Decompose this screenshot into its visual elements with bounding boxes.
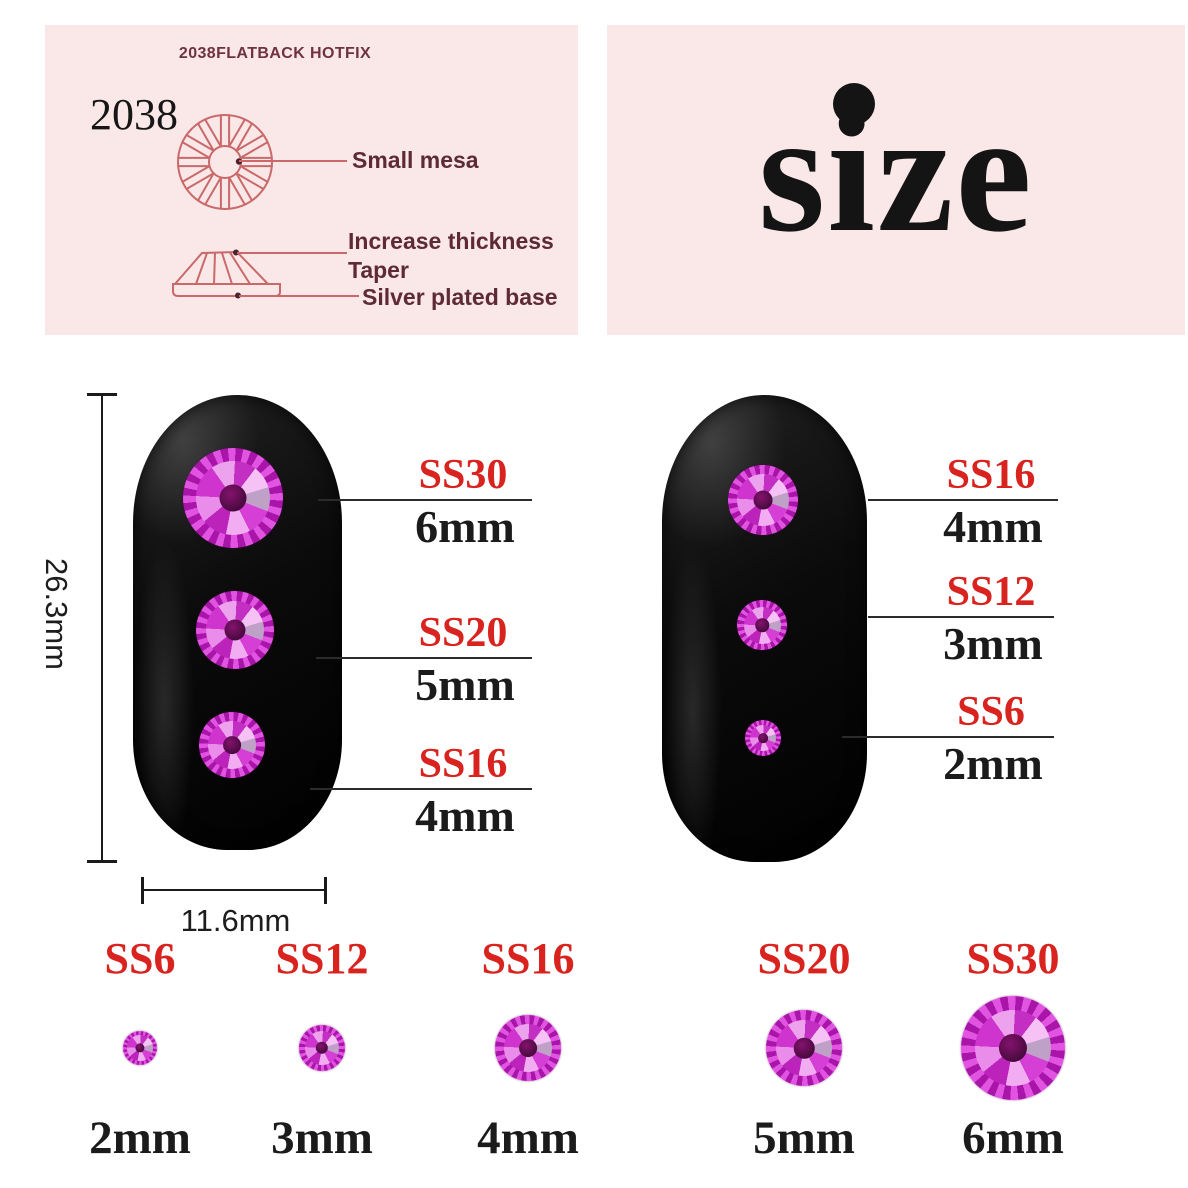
callout-ss-label: SS30 [418, 452, 508, 498]
callout-line-left-ss20 [316, 657, 532, 659]
model-number: 2038 [90, 90, 178, 139]
callout-mm-label: 4mm [943, 501, 1043, 552]
size-row-ss-label: SS16 [481, 934, 575, 983]
callout-ss-label: SS12 [946, 569, 1036, 615]
size-row-item-ss30: SS30 6mm [933, 935, 1093, 1163]
width-measure-cap-left [141, 877, 144, 904]
taper-label: Taper [348, 257, 409, 283]
rhinestone-ss20 [766, 1010, 842, 1086]
size-row-ss-label: SS20 [757, 934, 851, 983]
size-row-mm-label: 6mm [962, 1112, 1064, 1164]
size-row-mm-label: 5mm [753, 1112, 855, 1164]
stone-ss16-left-nail [199, 712, 265, 778]
size-title-panel: size [607, 25, 1185, 335]
size-row-item-ss12: SS12 3mm [242, 934, 402, 1164]
callout-line-right-ss12 [868, 616, 1054, 618]
width-measure-cap-right [324, 877, 327, 904]
width-measure-line [142, 889, 326, 891]
increase-thickness-label: Increase thickness [348, 228, 554, 254]
size-row-item-ss20: SS20 5mm [724, 934, 884, 1164]
callout-line-left-ss30 [318, 499, 532, 501]
rhinestone-ss30 [961, 996, 1065, 1100]
callout-mm-label: 4mm [415, 790, 515, 841]
callout-mm-label: 2mm [943, 738, 1043, 789]
size-row-ss-label: SS6 [104, 934, 176, 983]
stone-ss30-left-nail [183, 448, 283, 548]
size-row-mm-label: 3mm [271, 1112, 373, 1164]
base-leader-line [239, 295, 359, 297]
size-row-mm-label: 2mm [89, 1112, 191, 1164]
size-heading: size [758, 83, 1033, 273]
length-measure-line [101, 394, 103, 862]
length-measure-cap-bottom [87, 860, 117, 863]
silver-base-label: Silver plated base [362, 284, 558, 310]
stone-ss12-right-nail [737, 600, 787, 650]
rhinestone-ss12 [299, 1025, 345, 1071]
size-row-item-ss6: SS6 2mm [60, 934, 220, 1164]
callout-ss-label: SS20 [418, 610, 508, 656]
size-row-ss-label: SS12 [275, 934, 369, 983]
callout-line-right-ss6 [842, 736, 1054, 738]
spec-panel-title: 2038FLATBACK HOTFIX [178, 45, 372, 62]
stone-ss6-right-nail [745, 720, 781, 756]
small-mesa-label: Small mesa [352, 147, 479, 173]
callout-line-right-ss16 [868, 499, 1058, 501]
stone-ss20-left-nail [196, 591, 274, 669]
size-row-mm-label: 4mm [477, 1112, 579, 1164]
callout-mm-label: 3mm [943, 618, 1043, 669]
rhinestone-ss6 [123, 1031, 157, 1065]
rhinestone-top-view-diagram [177, 114, 273, 210]
size-row-ss-label: SS30 [966, 934, 1060, 983]
callout-mm-label: 5mm [415, 659, 515, 710]
thickness-leader-line [237, 252, 347, 254]
nail-length-value: 26.3mm [39, 558, 74, 670]
callout-line-left-ss16 [310, 788, 532, 790]
small-mesa-leader-line [239, 160, 347, 162]
stone-ss16-right-nail [728, 465, 798, 535]
callout-ss-label: SS6 [957, 689, 1025, 735]
callout-ss-label: SS16 [946, 452, 1036, 498]
length-measure-cap-top [87, 393, 117, 396]
spec-diagram-panel: 2038FLATBACK HOTFIX 2038 Small mesa Incr… [45, 25, 578, 335]
nail-width-value: 11.6mm [180, 903, 291, 938]
callout-ss-label: SS16 [418, 741, 508, 787]
size-row-item-ss16: SS16 4mm [448, 934, 608, 1164]
callout-mm-label: 6mm [415, 501, 515, 552]
rhinestone-ss16 [495, 1015, 561, 1081]
